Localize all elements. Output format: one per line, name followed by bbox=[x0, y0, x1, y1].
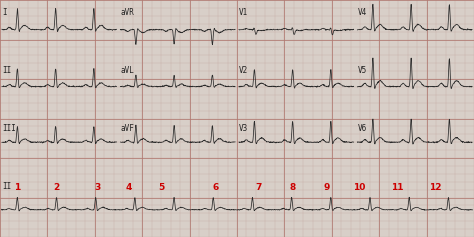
Text: V6: V6 bbox=[357, 124, 367, 133]
Text: V3: V3 bbox=[239, 124, 248, 133]
Text: 12: 12 bbox=[429, 183, 441, 192]
Text: II: II bbox=[2, 66, 11, 75]
Text: III: III bbox=[2, 124, 16, 133]
Text: 10: 10 bbox=[353, 183, 365, 192]
Text: 9: 9 bbox=[324, 183, 330, 192]
Text: V1: V1 bbox=[239, 8, 248, 17]
Text: V5: V5 bbox=[357, 66, 367, 75]
Text: V4: V4 bbox=[357, 8, 367, 17]
Text: aVR: aVR bbox=[120, 8, 134, 17]
Text: aVF: aVF bbox=[120, 124, 134, 133]
Text: V2: V2 bbox=[239, 66, 248, 75]
Text: 2: 2 bbox=[53, 183, 59, 192]
Text: 3: 3 bbox=[94, 183, 100, 192]
Text: 4: 4 bbox=[126, 183, 132, 192]
Text: 8: 8 bbox=[290, 183, 296, 192]
Text: 6: 6 bbox=[212, 183, 219, 192]
Text: aVL: aVL bbox=[120, 66, 134, 75]
Text: 5: 5 bbox=[158, 183, 164, 192]
Text: II: II bbox=[2, 182, 11, 191]
Text: I: I bbox=[2, 8, 7, 17]
Text: 7: 7 bbox=[255, 183, 262, 192]
Text: 11: 11 bbox=[391, 183, 403, 192]
Text: 1: 1 bbox=[14, 183, 20, 192]
